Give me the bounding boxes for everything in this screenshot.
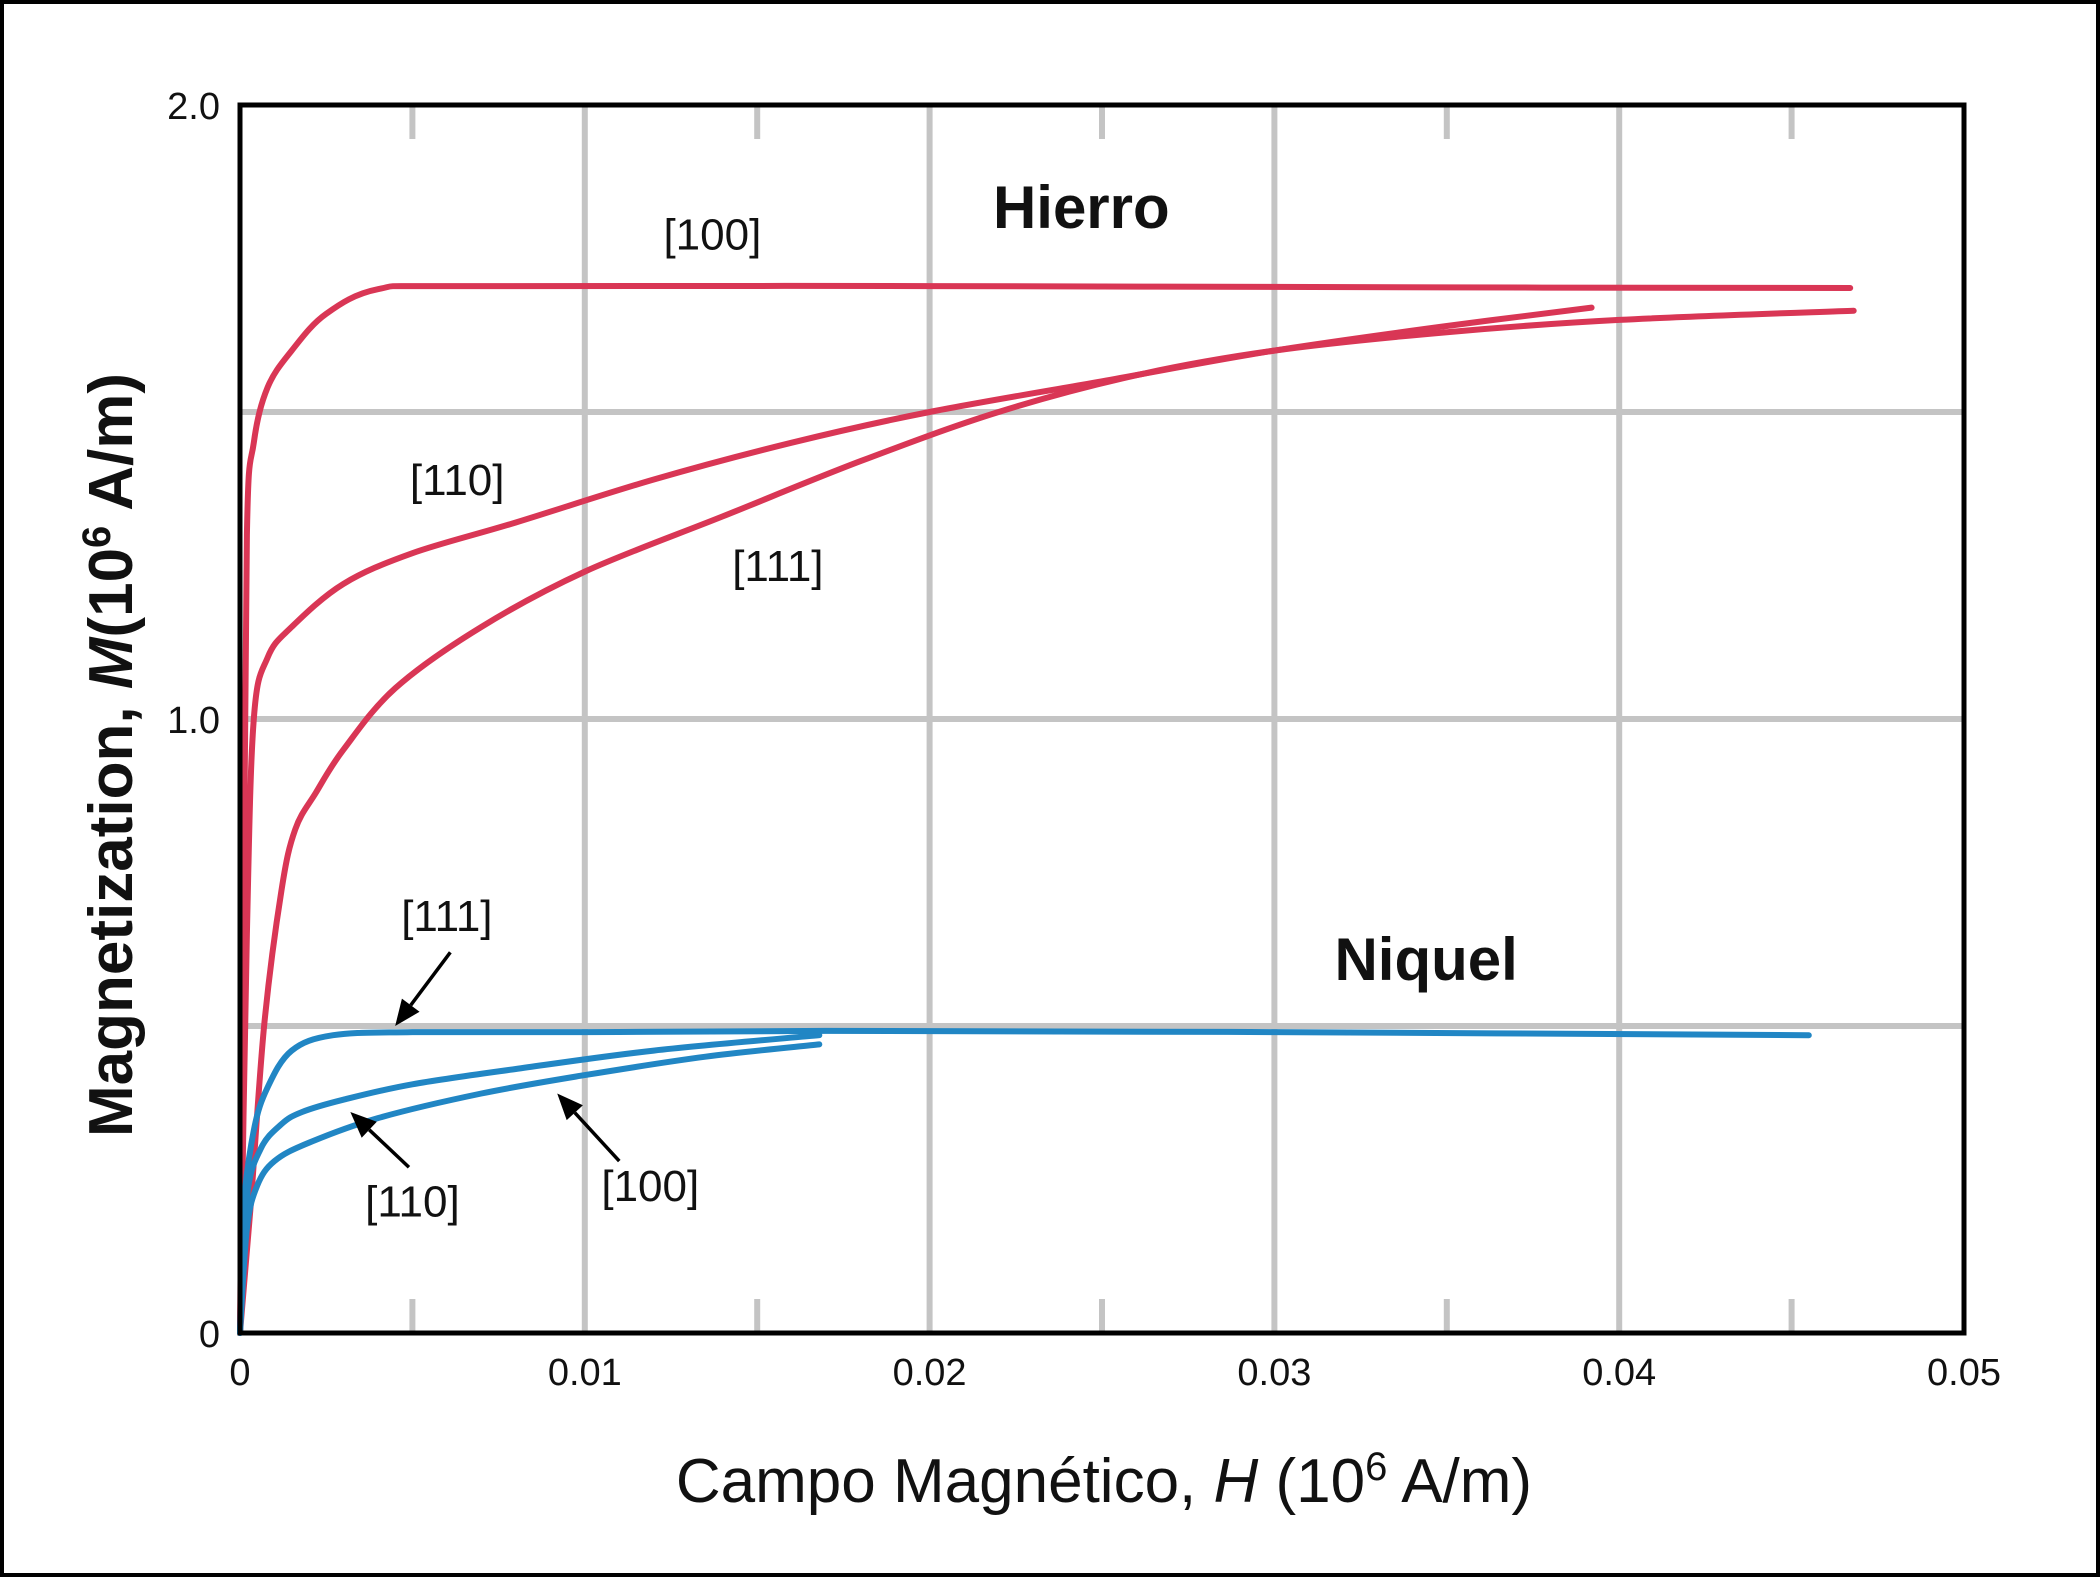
x-tick-label: 0.05 (1927, 1352, 2001, 1394)
y-tick-label: 0 (199, 1314, 220, 1356)
series-line-niquel-111 (237, 1027, 1812, 1336)
x-tick-label: 0.02 (893, 1352, 967, 1394)
x-axis-title: Campo Magnético, H (106 A/m) (676, 1445, 1532, 1516)
arrow-head (557, 1093, 583, 1121)
arrow-head (350, 1111, 377, 1138)
x-tick-label: 0.03 (1237, 1352, 1311, 1394)
y-axis-title: Magnetization, M(106 A/m) (75, 373, 146, 1137)
material-label-hierro: Hierro (993, 174, 1170, 241)
series-label-hierro-111: [111] (732, 542, 823, 591)
x-tick-label: 0 (229, 1352, 250, 1394)
y-tick-label: 1.0 (167, 700, 220, 742)
series-label-niquel-111: [111] (401, 892, 492, 941)
arrow-shaft (409, 951, 452, 1007)
series-line-hierro-111 (237, 307, 1857, 1336)
annotation-arrows (350, 951, 621, 1169)
arrow-shaft (573, 1111, 621, 1163)
x-tick-label: 0.01 (548, 1352, 622, 1394)
arrow-head (395, 998, 420, 1026)
series-label-hierro-100: [100] (663, 210, 761, 259)
arrow-shaft (368, 1128, 411, 1169)
plot-area-frame (237, 102, 1967, 1336)
x-tick-label: 0.04 (1582, 1352, 1656, 1394)
series-line-hierro-100 (237, 282, 1854, 1336)
series-label-niquel-110: [110] (365, 1177, 460, 1226)
tick-labels: 0 0.01 0.02 0.03 0.04 0.05 0 1.0 2.0 (167, 86, 2001, 1394)
series-line-niquel-110 (237, 1032, 823, 1336)
series-label-niquel-100: [100] (601, 1162, 699, 1211)
grid-lines (240, 105, 1964, 1333)
material-label-niquel: Niquel (1334, 926, 1517, 993)
annotation-labels: Hierro Niquel [100] [110] [111] [111] [110] [10… (365, 174, 1518, 1227)
series-layer (237, 282, 1857, 1336)
y-tick-label: 2.0 (167, 86, 220, 128)
series-line-niquel-100 (237, 1041, 823, 1336)
series-label-hierro-110: [110] (410, 456, 505, 505)
